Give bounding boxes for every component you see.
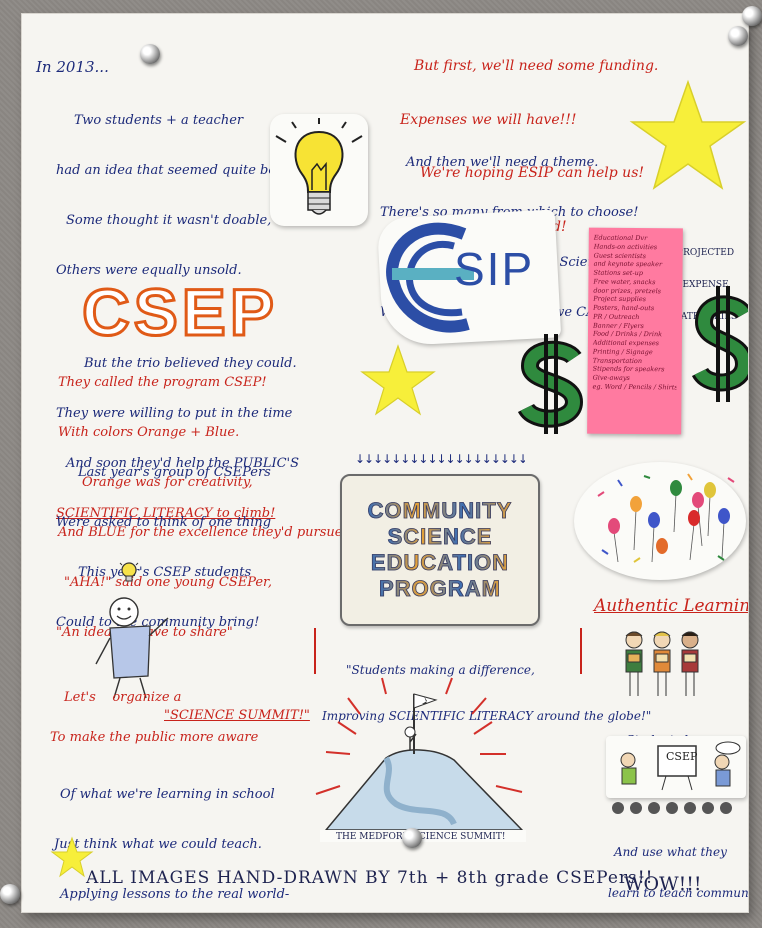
summit-idea-name: "SCIENCE SUMMIT!" bbox=[164, 708, 310, 723]
balloons-cutout bbox=[574, 462, 746, 580]
poem-line: Two students + a teacher bbox=[74, 113, 244, 129]
expense-label-line: PROJECTED bbox=[677, 247, 735, 258]
poem-line: had an idea that seemed quite bold! bbox=[56, 163, 294, 179]
push-pin bbox=[140, 44, 160, 64]
push-pin bbox=[728, 26, 748, 46]
star-icon bbox=[629, 79, 747, 190]
sticky-lines: Educational Dvr Hands-on activities Guest … bbox=[592, 234, 677, 393]
program-logo: COMMUNITY SCIENCE EDUCATION PROGRAM bbox=[340, 474, 540, 626]
csep-logo: CSEP bbox=[81, 274, 278, 351]
sticky-line: PR / Outreach bbox=[593, 312, 640, 321]
teaching-scene-drawing bbox=[620, 741, 741, 791]
quote-line: "Students making a difference, bbox=[346, 662, 535, 677]
caption-line: learn to teach community bbox=[608, 885, 748, 900]
teach-caption: And use what they learn to teach communi… bbox=[608, 818, 748, 912]
expense-label-line: EXPENSE bbox=[682, 279, 729, 290]
expense-sticky-notes: Educational Dvr Hands-on activities Guest … bbox=[587, 227, 683, 435]
star-icon bbox=[50, 836, 94, 878]
program-quote: "Students making a difference, Improving… bbox=[322, 632, 651, 755]
poem-line: But the trio believed they could. bbox=[84, 356, 297, 371]
poem-line: Just think what we could teach. bbox=[54, 837, 262, 853]
poem-line: And then we'll need a theme. bbox=[406, 155, 599, 171]
esip-logo-text: SIP bbox=[454, 243, 535, 295]
poem-line: Others were equally unsold. bbox=[56, 262, 242, 278]
student-figure bbox=[95, 597, 169, 699]
poem-line: We're hoping ESIP can help us! bbox=[420, 165, 645, 182]
intro-line: In 2013... bbox=[36, 58, 109, 76]
poem-line: They called the program CSEP! bbox=[58, 375, 267, 391]
teaching-board-text: CSEP bbox=[666, 750, 698, 763]
dollar-sign-icon bbox=[692, 286, 748, 402]
program-word: SCIENCE bbox=[387, 524, 493, 549]
summit-caption: THE MEDFORD SCIENCE SUMMIT! bbox=[336, 832, 506, 842]
caption-line: And use what they bbox=[614, 844, 727, 859]
poem-line: And soon they'd help the PUBLIC'S bbox=[66, 455, 300, 471]
poem-line: With colors Orange + Blue. bbox=[58, 425, 240, 441]
push-pin bbox=[402, 828, 422, 848]
footer-credit: ALL IMAGES HAND-DRAWN BY 7th + 8th grade… bbox=[86, 868, 654, 888]
poem-line: SCIENTIFIC LITERACY to climb! bbox=[56, 505, 276, 521]
esip-logo-mark bbox=[386, 222, 474, 333]
sticky-line: Free water, snacks bbox=[593, 277, 656, 287]
stanza-6: Of what we're learning in school Just th… bbox=[54, 754, 337, 912]
quote-bracket bbox=[314, 628, 582, 674]
program-word: COMMUNITY bbox=[367, 498, 513, 523]
authentic-title: Authentic Learning bbox=[594, 596, 748, 616]
poem-line: Orange was for creativity, bbox=[82, 475, 253, 490]
push-pin bbox=[742, 6, 762, 26]
arrows-row: ↓↓↓↓↓↓↓↓↓↓↓↓↓↓↓↓↓↓↓↓↓↓↓↓ bbox=[355, 452, 525, 466]
poem-line: Of what we're learning in school bbox=[60, 787, 275, 803]
poem-line: Were asked to think of one thing bbox=[56, 515, 272, 531]
poem-line: Expenses we will have!!! bbox=[400, 111, 577, 128]
wow-text: WOW!!! bbox=[624, 873, 702, 895]
poem-line: They were willing to put in the time bbox=[56, 405, 293, 421]
sticky-line: Printing / Signage bbox=[592, 347, 653, 357]
sticky-line: Hands-on activities bbox=[593, 242, 658, 251]
audience-drawing bbox=[612, 802, 732, 814]
summit-drawing bbox=[315, 677, 526, 842]
poem-line: Some thought it wasn't doable, bbox=[66, 213, 272, 228]
dollar-sign-icon bbox=[517, 334, 584, 434]
program-word: EDUCATION bbox=[370, 550, 510, 575]
star-icon bbox=[360, 344, 436, 416]
summit-idea-lets: Let's organize a bbox=[64, 690, 182, 705]
poem-line: But first, we'll need some funding. bbox=[414, 57, 659, 74]
students-reading-drawing bbox=[625, 631, 699, 696]
quote-line: Improving SCIENTIFIC LITERACY around the… bbox=[322, 708, 652, 723]
push-pin bbox=[0, 884, 20, 904]
sticky-line: eg. Word / Pencils / Shirts bbox=[592, 382, 677, 392]
lightbulb-icon bbox=[275, 118, 363, 215]
poem-line: "AHA!" said one young CSEPer, bbox=[64, 575, 272, 591]
poem-line: Last year's group of CSEPers bbox=[78, 465, 271, 481]
poem-line: And BLUE for the excellence they'd pursu… bbox=[58, 524, 347, 540]
sticky-line: Educational Dvr bbox=[593, 233, 648, 243]
stanza-2: They called the program CSEP! With color… bbox=[58, 342, 347, 575]
summit-idea-aware: To make the public more aware bbox=[50, 730, 259, 745]
poster: In 2013... Two students + a teacher had … bbox=[22, 14, 748, 912]
stanza-4: "AHA!" said one young CSEPer, "An idea I… bbox=[56, 542, 272, 675]
program-word: PROGRAM bbox=[379, 576, 501, 601]
small-lightbulb-icon bbox=[119, 562, 139, 582]
stanza-1: Two students + a teacher had an idea tha… bbox=[56, 80, 299, 556]
poem-line: Applying lessons to the real world- bbox=[60, 887, 290, 902]
balloons-icon bbox=[597, 473, 735, 563]
